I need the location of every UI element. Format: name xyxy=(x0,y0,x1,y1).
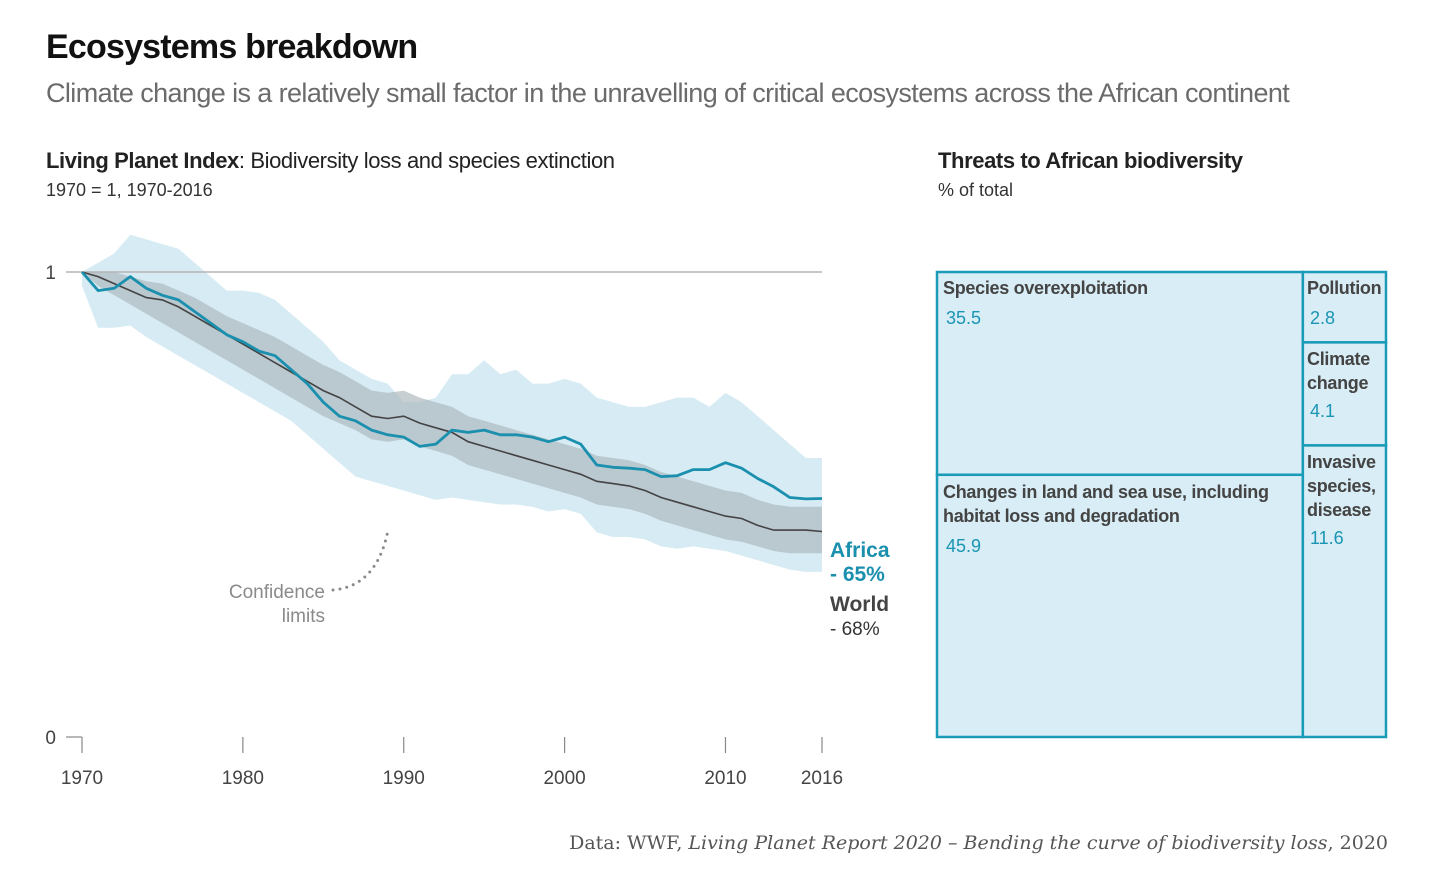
x-tick-label-1980: 1980 xyxy=(222,768,264,789)
threats-chart-subtitle: % of total xyxy=(938,180,1014,200)
threats-chart-title: Threats to African biodiversity xyxy=(938,148,1243,173)
source-prefix: Data: WWF, xyxy=(569,832,689,854)
confidence-annotation-pointer xyxy=(331,528,390,592)
treemap-label-invasive-species: Invasive species, disease xyxy=(1307,452,1376,520)
treemap-value-overexploitation: 35.5 xyxy=(946,308,982,328)
page-subtitle: Climate change is a relatively small fac… xyxy=(46,78,1290,108)
world-confidence-band xyxy=(82,272,822,554)
x-tick-label-2000: 2000 xyxy=(543,768,585,789)
africa-series-line xyxy=(80,271,823,501)
world-series-line xyxy=(81,271,823,533)
treemap-value-climate-change: 4.1 xyxy=(1310,401,1336,421)
treemap-cell-overexploitation xyxy=(935,270,1305,477)
source-note: Data: WWF, Living Planet Report 2020 – B… xyxy=(569,832,1388,854)
page-title: Ecosystems breakdown xyxy=(46,28,418,66)
treemap-label-land-sea-use: Changes in land and sea use, including h… xyxy=(943,482,1269,526)
treemap-value-land-sea-use: 45.9 xyxy=(946,536,982,556)
treemap-value-invasive-species: 11.6 xyxy=(1310,528,1344,548)
source-suffix: , 2020 xyxy=(1327,832,1388,854)
confidence-annotation-line2: limits xyxy=(282,606,325,627)
lpi-title-bold: Living Planet Index xyxy=(46,148,239,173)
confidence-annotation-line1: Confidence xyxy=(229,582,325,603)
africa-end-pct: - 65% xyxy=(830,563,885,586)
x-tick-label-2010: 2010 xyxy=(704,768,746,789)
treemap-label-overexploitation: Species overexploitation xyxy=(943,278,1148,298)
lpi-title-rest: : Biodiversity loss and species extincti… xyxy=(238,148,615,173)
x-tick-label-2016: 2016 xyxy=(801,768,843,789)
x-tick-label-1990: 1990 xyxy=(383,768,425,789)
treemap-label-climate-change: Climate change xyxy=(1307,349,1370,393)
treemap-cell-land-sea-use xyxy=(935,473,1305,739)
lpi-chart-subtitle: 1970 = 1, 1970-2016 xyxy=(46,180,213,200)
source-report: Living Planet Report 2020 – Bending the … xyxy=(688,832,1328,854)
y-tick-label-0: 0 xyxy=(45,728,56,749)
lpi-chart-title: Living Planet Index: Biodiversity loss a… xyxy=(46,148,615,174)
treemap-cell-climate-change xyxy=(1301,341,1388,447)
x-tick-label-1970: 1970 xyxy=(61,768,103,789)
treemap-value-pollution: 2.8 xyxy=(1310,308,1336,328)
world-end-pct: - 68% xyxy=(830,619,880,640)
y-tick-label-1: 1 xyxy=(45,263,56,284)
africa-end-label: Africa xyxy=(830,539,890,562)
treemap-cell-invasive-species xyxy=(1301,444,1388,739)
world-end-label: World xyxy=(830,593,889,616)
treemap-label-pollution: Pollution xyxy=(1307,278,1382,298)
